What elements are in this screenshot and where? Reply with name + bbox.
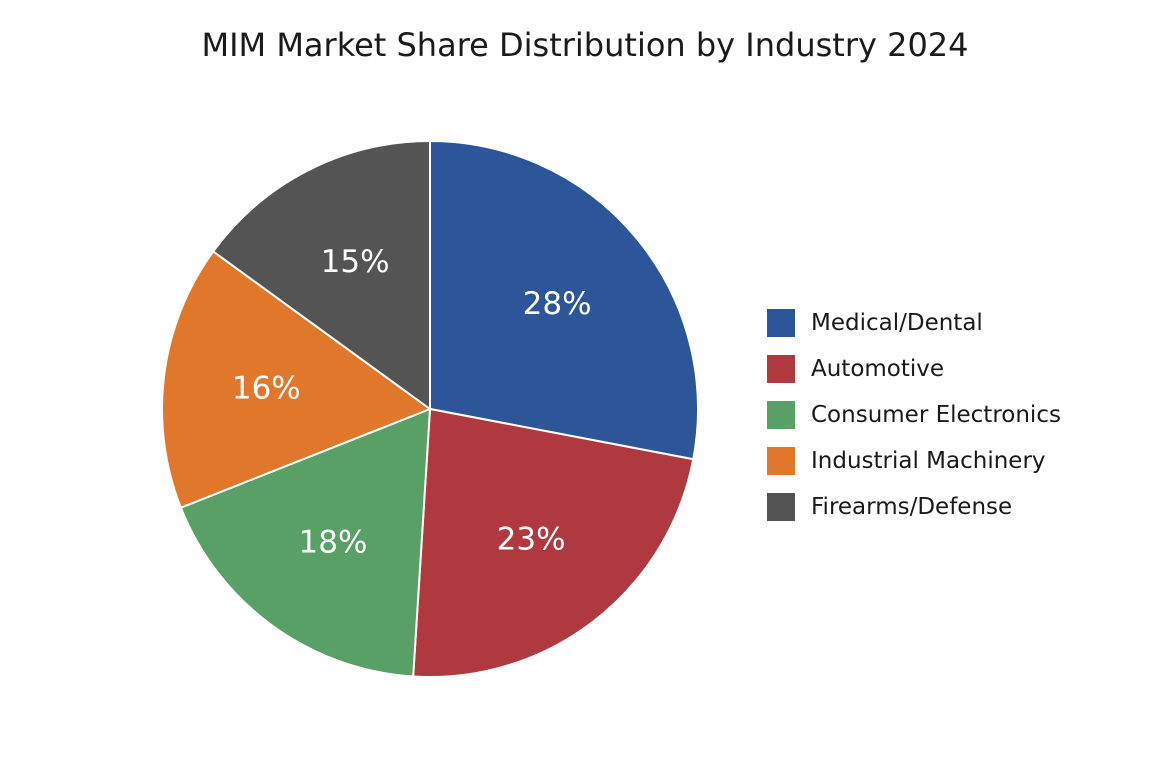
pie-slices xyxy=(161,139,699,678)
slice-label: 18% xyxy=(299,524,368,560)
legend-swatch xyxy=(767,447,795,475)
pie-slice-industrial-machinery xyxy=(161,250,433,509)
legend-swatch xyxy=(767,309,795,337)
slice-label: 16% xyxy=(232,370,301,406)
pie-slice-automotive xyxy=(412,407,695,678)
pie-slice-firearms-defense xyxy=(211,139,431,411)
legend-swatch xyxy=(767,401,795,429)
legend-label: Consumer Electronics xyxy=(811,402,1061,428)
legend-label: Firearms/Defense xyxy=(811,494,1013,520)
pie-labels: 28% 23% 18% 16% 15% xyxy=(232,244,592,561)
pie-slice-medical-dental xyxy=(429,139,699,461)
chart-title: MIM Market Share Distribution by Industr… xyxy=(201,26,969,64)
chart-legend: Medical/Dental Automotive Consumer Electro… xyxy=(767,300,1061,530)
legend-swatch xyxy=(767,493,795,521)
legend-item: Industrial Machinery xyxy=(767,438,1061,484)
legend-item: Consumer Electronics xyxy=(767,392,1061,438)
legend-label: Industrial Machinery xyxy=(811,448,1046,474)
slice-label: 28% xyxy=(523,286,592,322)
legend-swatch xyxy=(767,355,795,383)
legend-item: Automotive xyxy=(767,346,1061,392)
pie-slice-consumer-electronics xyxy=(179,407,432,678)
slice-label: 15% xyxy=(321,244,390,280)
legend-label: Automotive xyxy=(811,356,945,382)
legend-item: Firearms/Defense xyxy=(767,484,1061,530)
legend-item: Medical/Dental xyxy=(767,300,1061,346)
slice-label: 23% xyxy=(497,521,566,557)
legend-label: Medical/Dental xyxy=(811,310,983,336)
